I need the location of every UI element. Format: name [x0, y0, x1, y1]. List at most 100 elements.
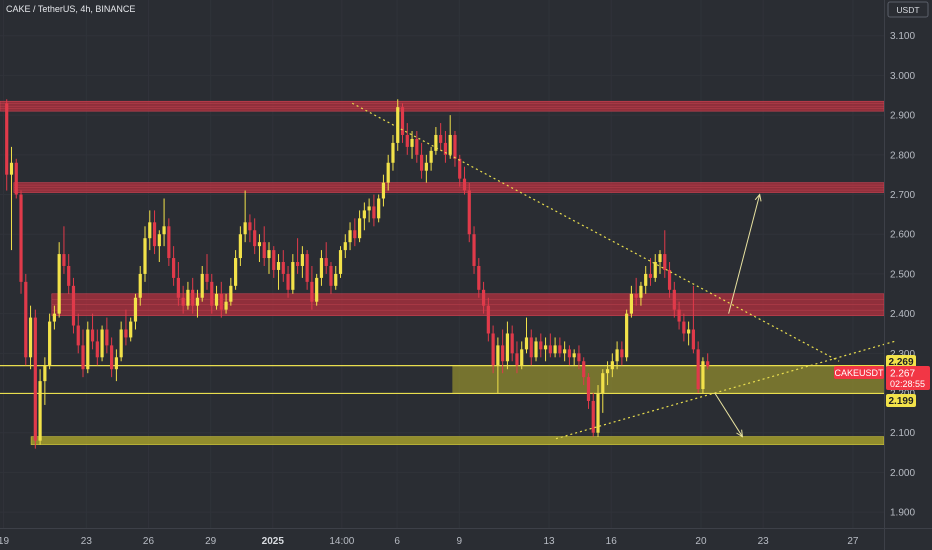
candle-body	[43, 365, 46, 381]
candle-body	[329, 266, 332, 286]
candle-body	[205, 274, 208, 282]
candle-body	[34, 318, 37, 441]
candle-body	[391, 143, 394, 163]
candle-body	[544, 345, 547, 349]
candle-body	[344, 242, 347, 250]
candle-body	[15, 163, 18, 195]
x-tick-label: 20	[695, 536, 707, 547]
candle-body	[19, 195, 22, 282]
x-tick-label: 9	[456, 536, 462, 547]
candle-body	[706, 361, 709, 366]
y-tick-label: 2.700	[890, 190, 915, 201]
candle-body	[372, 206, 375, 218]
candle-body	[286, 274, 289, 290]
candle-body	[162, 226, 165, 234]
candle-body	[701, 361, 704, 389]
candle-body	[649, 274, 652, 278]
candle-body	[420, 155, 423, 171]
x-tick-label: 16	[606, 536, 618, 547]
candle-body	[358, 218, 361, 238]
y-tick-label: 3.100	[890, 31, 915, 42]
candle-body	[248, 222, 251, 230]
candle-body	[67, 266, 70, 286]
candle-body	[191, 290, 194, 306]
candle-body	[615, 349, 618, 361]
candle-body	[258, 242, 261, 246]
candle-body	[267, 250, 270, 258]
candle-body	[549, 345, 552, 353]
candle-body	[511, 333, 514, 353]
candle-body	[100, 330, 103, 358]
candle-body	[377, 198, 380, 218]
candle-body	[210, 282, 213, 306]
candle-body	[677, 310, 680, 322]
candle-body	[639, 286, 642, 298]
candle-body	[558, 345, 561, 353]
candle-body	[430, 151, 433, 163]
candle-body	[539, 341, 542, 349]
y-tick-label: 2.900	[890, 111, 915, 122]
candle-body	[58, 254, 61, 314]
candle-body	[611, 361, 614, 369]
candle-body	[77, 326, 80, 346]
currency-button[interactable]: USDT	[888, 2, 928, 17]
candle-body	[120, 330, 123, 358]
candle-body	[129, 322, 132, 338]
y-tick-label: 2.600	[890, 230, 915, 241]
candle-body	[477, 266, 480, 290]
candle-body	[663, 254, 666, 270]
current-symbol: CAKEUSDT	[834, 368, 884, 378]
candle-body	[48, 322, 51, 366]
x-tick-label: 23	[81, 536, 93, 547]
candle-body	[353, 230, 356, 238]
x-tick-label: 23	[758, 536, 770, 547]
candle-body	[410, 139, 413, 147]
y-tick-label: 2.100	[890, 428, 915, 439]
candle-body	[153, 222, 156, 246]
candle-body	[620, 349, 623, 357]
candle-body	[534, 341, 537, 357]
y-tick-label: 2.800	[890, 150, 915, 161]
y-tick-label: 2.000	[890, 468, 915, 479]
x-tick-label: 13	[543, 536, 555, 547]
candle-body	[81, 345, 84, 369]
candle-body	[439, 135, 442, 143]
symbol-title: CAKE / TetherUS, 4h, BINANCE	[6, 4, 135, 14]
candle-body	[577, 353, 580, 361]
candle-body	[253, 230, 256, 246]
candle-body	[573, 353, 576, 357]
candle-body	[186, 290, 189, 306]
x-tick-label: 2025	[262, 536, 285, 547]
candle-body	[625, 314, 628, 358]
candle-body	[96, 341, 99, 357]
candle-body	[315, 278, 318, 302]
candle-body	[501, 345, 504, 361]
candle-body	[568, 349, 571, 357]
candle-body	[224, 302, 227, 310]
candle-body	[220, 294, 223, 310]
candle-body	[472, 234, 475, 266]
candle-body	[182, 298, 185, 306]
candle-body	[348, 230, 351, 242]
candle-body	[515, 353, 518, 365]
candle-body	[496, 345, 499, 365]
candle-body	[506, 333, 509, 361]
candle-body	[158, 234, 161, 246]
candle-body	[325, 258, 328, 266]
candle-body	[697, 349, 700, 389]
candle-countdown: 02:28:55	[890, 379, 925, 389]
candle-body	[458, 159, 461, 179]
support-zone	[31, 437, 884, 445]
candle-body	[105, 330, 108, 346]
candle-body	[582, 361, 585, 377]
candle-body	[62, 254, 65, 266]
candle-body	[530, 337, 533, 357]
candle-body	[520, 349, 523, 365]
candle-body	[687, 330, 690, 334]
candle-body	[415, 139, 418, 155]
current-price: 2.267	[890, 369, 915, 380]
candle-body	[91, 330, 94, 342]
candle-body	[239, 234, 242, 258]
candle-body	[334, 274, 337, 286]
